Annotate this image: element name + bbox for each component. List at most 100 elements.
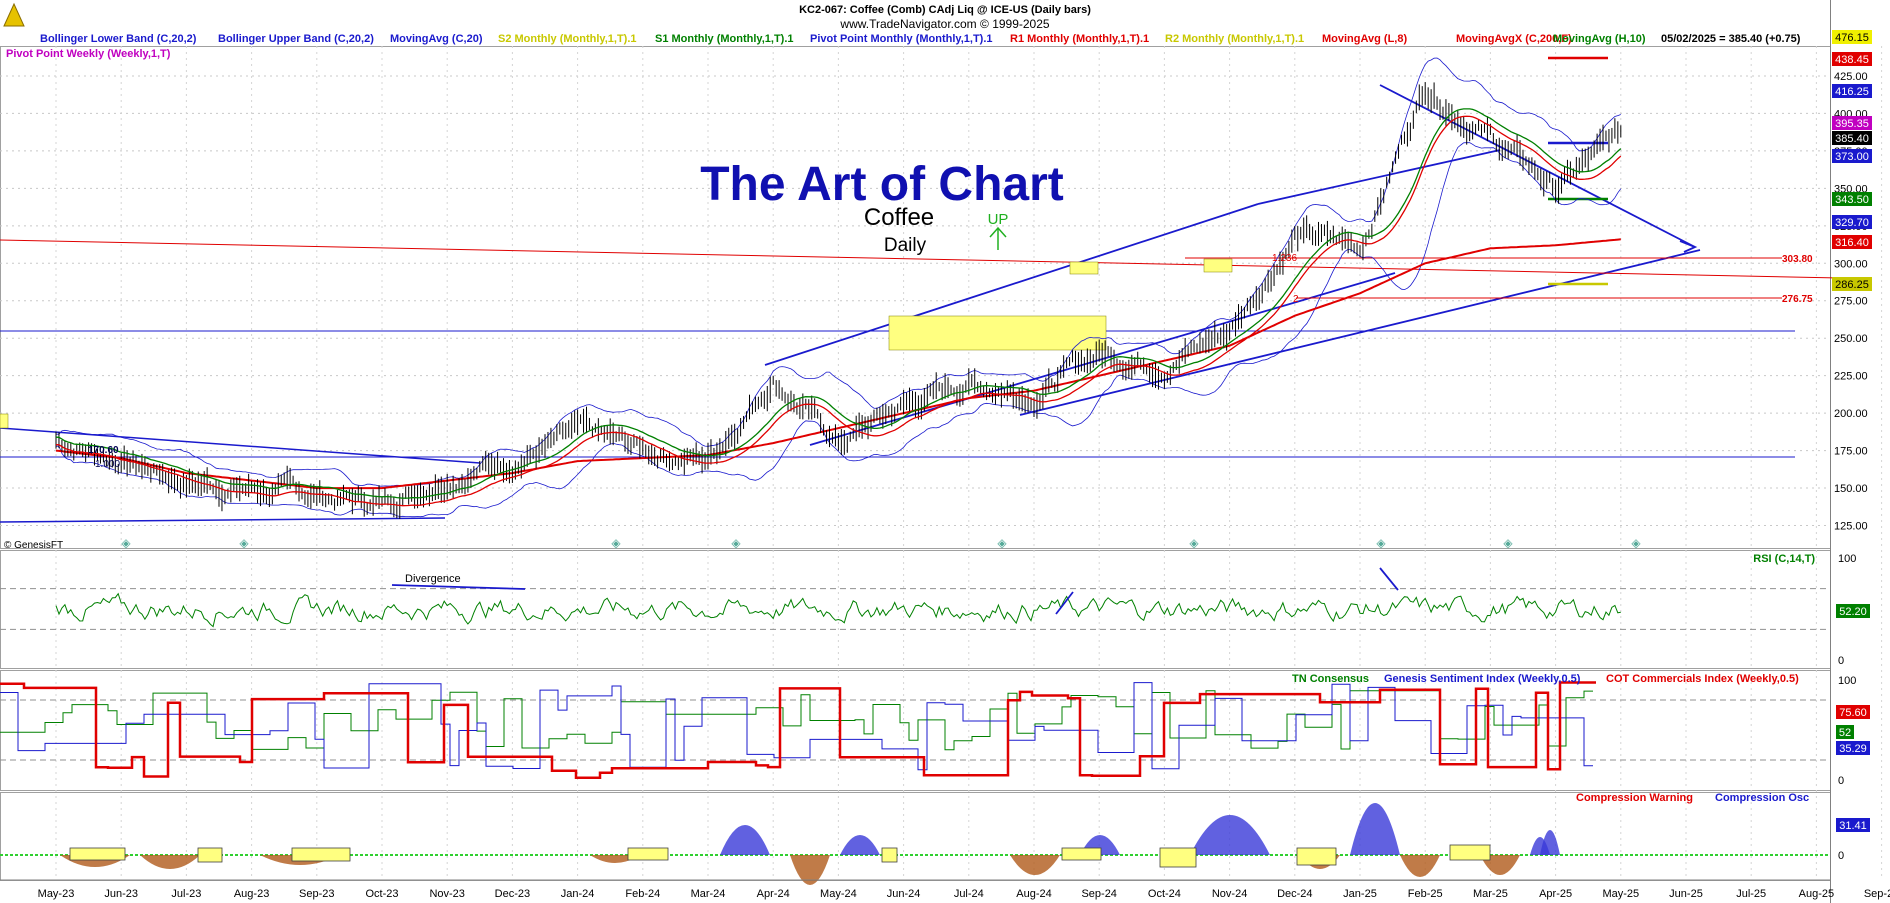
compression-hump <box>1190 815 1270 855</box>
compression-warning-box <box>1061 847 1102 861</box>
pivot-marker-icon: ◈ <box>1631 536 1641 550</box>
compression-hump <box>1400 855 1440 877</box>
genesis-sentiment-label: Genesis Sentiment Index (Weekly,0.5) <box>1384 673 1581 685</box>
time-tick-label: Jan-24 <box>561 888 595 900</box>
compression-warning-box <box>1449 844 1491 861</box>
legend-item: S1 Monthly (Monthly,1,T).1 <box>655 33 794 45</box>
moving-avg-high-10 <box>55 108 1622 499</box>
rsi-panel <box>0 567 1830 630</box>
compression-hump <box>1010 855 1060 875</box>
cot-commercials-line <box>0 681 1596 779</box>
sentiment-tick-label: 100 <box>1838 675 1856 687</box>
time-tick-label: Aug-24 <box>1016 888 1051 900</box>
legend-item: MovingAvg (C,20) <box>390 33 483 45</box>
price-tick-label: 425.00 <box>1834 71 1868 83</box>
time-tick-label: Oct-23 <box>365 888 398 900</box>
level-303-label: 303.80 <box>1782 254 1813 265</box>
price-tick-label: 300.00 <box>1834 258 1868 270</box>
divergence-line <box>391 584 526 590</box>
price-tag <box>1832 84 1872 98</box>
tn-consensus-label: TN Consensus <box>1292 673 1369 685</box>
time-tick-label: Mar-25 <box>1473 888 1508 900</box>
price-tag <box>1832 215 1872 229</box>
legend-item: S2 Monthly (Monthly,1,T).1 <box>498 33 637 45</box>
time-tick-label: Sep-25 <box>1864 888 1890 900</box>
trend-drawings: ◈ ◈ ◈ ◈ ◈ ◈ ◈ ◈ ◈ <box>0 56 1841 550</box>
legend-item: MovingAvgX (C,200,F) <box>1456 33 1572 45</box>
price-tick-label: 125.00 <box>1834 521 1868 533</box>
price-tag-label: 373.00 <box>1835 151 1869 163</box>
trend-arrow <box>1379 84 1696 248</box>
moving-avg-low-8 <box>55 115 1622 507</box>
time-tick-label: May-25 <box>1602 888 1639 900</box>
highlight-box <box>1069 261 1099 275</box>
trend-line <box>1257 149 1501 205</box>
time-tick-label: Aug-23 <box>234 888 269 900</box>
time-tick-label: Apr-24 <box>757 888 790 900</box>
price-series <box>0 57 1622 519</box>
highlight-box <box>0 413 9 429</box>
compression-hump <box>790 855 830 885</box>
fib-2-label: 2 <box>1293 294 1299 305</box>
compression-tick-label: 0 <box>1838 850 1844 862</box>
legend-item: MovingAvg (L,8) <box>1322 33 1407 45</box>
price-tag-label: 385.40 <box>1835 133 1869 145</box>
compression-warning-box <box>69 847 126 861</box>
level-1000-label: 1.000 <box>95 459 120 470</box>
time-tick-label: May-23 <box>38 888 75 900</box>
trend-line <box>0 239 1841 279</box>
grid-lines <box>0 46 1883 880</box>
time-tick-label: Dec-23 <box>495 888 530 900</box>
price-tag <box>1832 131 1872 145</box>
price-tick-label: 225.00 <box>1834 371 1868 383</box>
genesis-sentiment-line <box>0 682 1593 771</box>
time-tick-label: Apr-25 <box>1539 888 1572 900</box>
time-tick-label: Sep-23 <box>299 888 334 900</box>
price-tag-label: 476.15 <box>1835 32 1869 44</box>
time-tick-label: Feb-24 <box>625 888 660 900</box>
pivot-marker-icon: ◈ <box>997 536 1007 550</box>
rsi-arrow-icon <box>1055 591 1074 615</box>
pivot-marker-icon: ◈ <box>121 536 131 550</box>
price-tick-label: 200.00 <box>1834 408 1868 420</box>
time-tick-label: Jun-24 <box>887 888 921 900</box>
sentiment-value-tags: 75.60 52 35.29 <box>1836 705 1870 755</box>
legend-item: Bollinger Upper Band (C,20,2) <box>218 33 374 45</box>
legend-item: MovingAvg (H,10) <box>1553 33 1646 45</box>
divergence-label: Divergence <box>405 573 461 585</box>
compression-warning-box <box>627 847 669 861</box>
tn-consensus-line <box>0 690 1593 751</box>
date-price-readout: 05/02/2025 = 385.40 (+0.75) <box>1661 33 1801 45</box>
tn-value: 52 <box>1839 727 1851 739</box>
legend-item: R1 Monthly (Monthly,1,T).1 <box>1010 33 1149 45</box>
price-tick-label: 250.00 <box>1834 333 1868 345</box>
price-tag-label: 286.25 <box>1835 279 1869 291</box>
trend-line <box>1019 249 1701 416</box>
time-tick-label: Nov-23 <box>429 888 464 900</box>
up-arrow-icon <box>989 226 1007 250</box>
highlight-box <box>888 315 1107 351</box>
rsi-tick-label: 100 <box>1838 553 1856 565</box>
time-tick-label: Jul-23 <box>171 888 201 900</box>
sentiment-tick-label: 0 <box>1838 775 1844 787</box>
compression-warning-box <box>881 847 898 863</box>
rsi-trend-line <box>1379 567 1399 591</box>
trend-line <box>764 203 1259 366</box>
compression-warning-box <box>197 847 223 863</box>
price-tag <box>1832 116 1872 130</box>
time-tick-label: Jul-24 <box>954 888 984 900</box>
fib-1236-label: 1.236 <box>1272 253 1297 264</box>
level-276-label: 276.75 <box>1782 294 1813 305</box>
price-tag-label: 416.25 <box>1835 86 1869 98</box>
up-label: UP <box>988 211 1009 228</box>
art-of-chart-title: The Art of Chart <box>700 158 1064 211</box>
price-tag-label: 316.40 <box>1835 237 1869 249</box>
compression-hump <box>720 825 770 855</box>
cot-value: 75.60 <box>1839 707 1867 719</box>
legend-line-1: Bollinger Lower Band (C,20,2) Bollinger U… <box>40 33 1646 45</box>
panel-frame-comp <box>0 792 1831 881</box>
compression-hump <box>1540 830 1560 855</box>
compression-warning-box <box>1296 847 1337 866</box>
